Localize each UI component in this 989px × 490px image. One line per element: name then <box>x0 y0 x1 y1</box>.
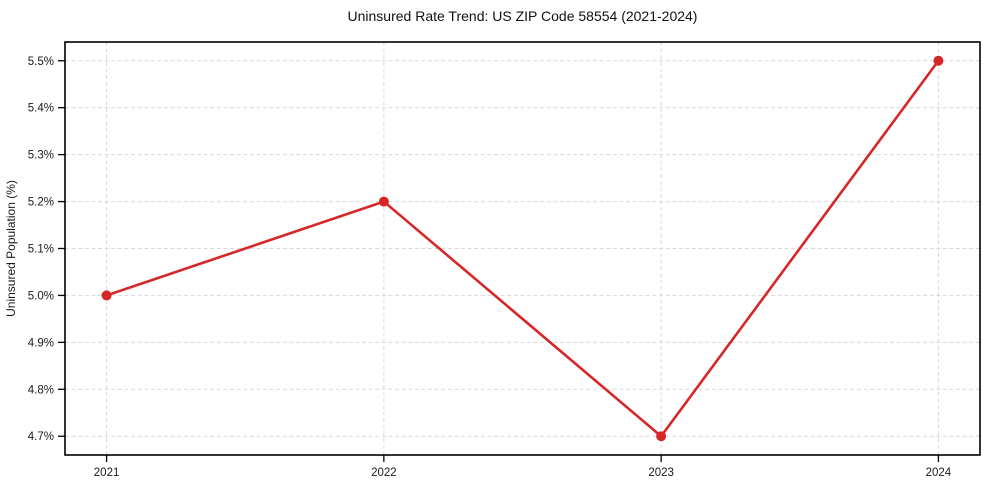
x-tick-label: 2022 <box>371 467 397 479</box>
data-point-marker-2023 <box>656 431 667 442</box>
y-tick-label: 4.8% <box>28 384 54 396</box>
y-tick-label: 4.7% <box>28 431 54 443</box>
y-tick-label: 4.9% <box>28 337 54 349</box>
y-tick-label: 5.0% <box>28 290 54 302</box>
trend-line <box>105 59 940 438</box>
x-tick-label: 2021 <box>94 467 120 479</box>
x-tick-label: 2024 <box>926 467 952 479</box>
y-axis-label: Uninsured Population (%) <box>4 180 18 317</box>
y-tick-label: 5.4% <box>28 103 54 115</box>
data-point-marker-2024 <box>933 55 944 66</box>
y-tick-label: 5.3% <box>28 150 54 162</box>
data-point-marker-2022 <box>378 196 389 207</box>
chart-title: Uninsured Rate Trend: US ZIP Code 58554 … <box>347 8 698 24</box>
y-tick-label: 5.2% <box>28 197 54 209</box>
y-tick-label: 5.1% <box>28 244 54 256</box>
x-tick-label: 2023 <box>648 467 674 479</box>
y-tick-label: 5.5% <box>28 56 54 68</box>
data-point-marker-2021 <box>101 290 112 301</box>
